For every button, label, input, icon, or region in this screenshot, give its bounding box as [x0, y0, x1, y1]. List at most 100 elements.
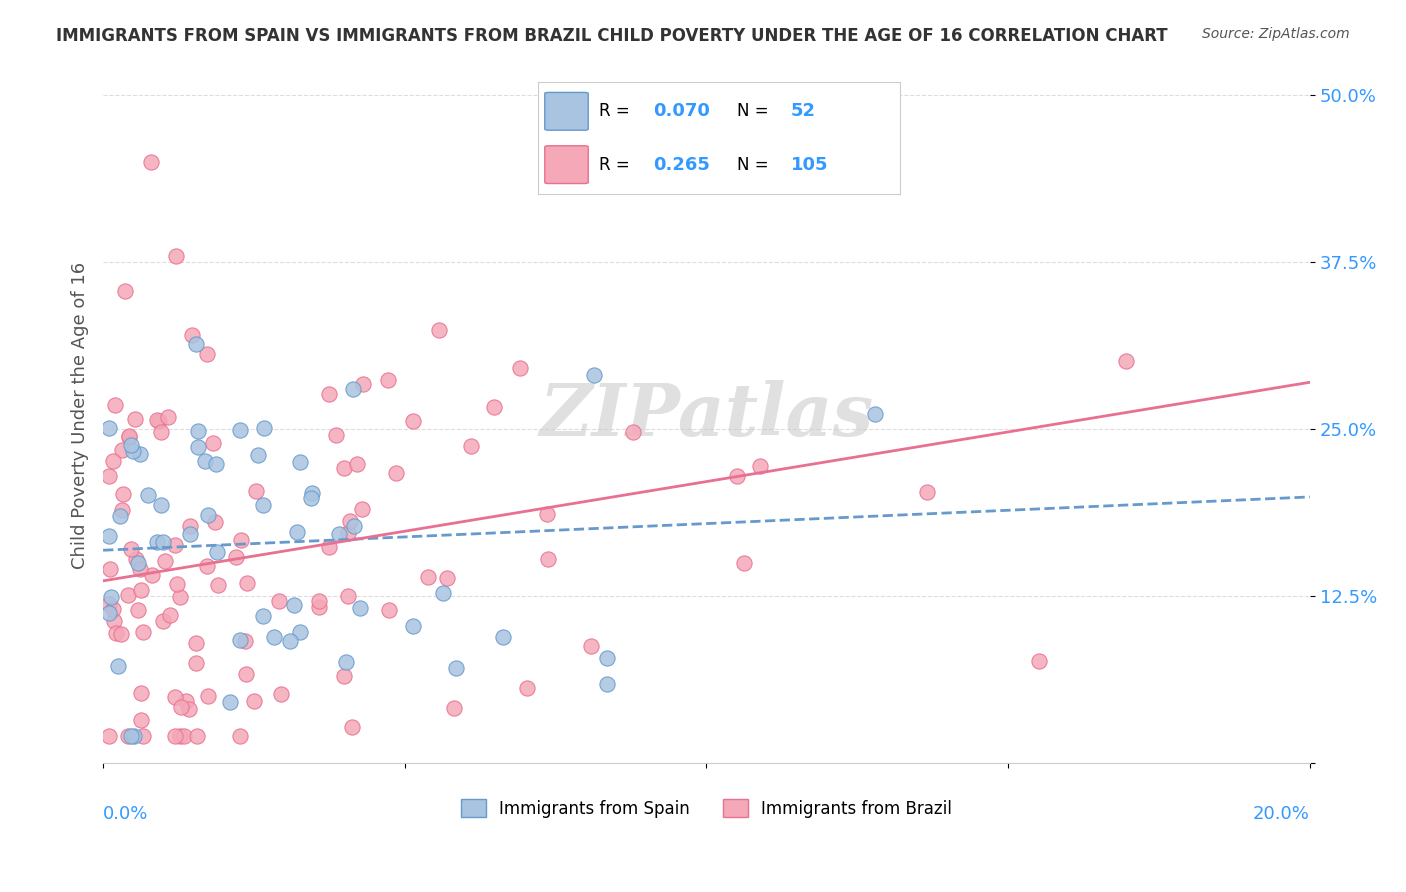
- Point: [352, 376, 374, 391]
- Text: IMMIGRANTS FROM SPAIN VS IMMIGRANTS FROM BRAZIL CHILD POVERTY UNDER THE AGE OF 1: IMMIGRANTS FROM SPAIN VS IMMIGRANTS FROM…: [56, 27, 1168, 45]
- Point: [180, 328, 202, 343]
- Point: [516, 681, 538, 695]
- Point: [402, 619, 425, 633]
- Point: [336, 589, 359, 603]
- Point: [122, 730, 145, 744]
- Legend: Immigrants from Spain, Immigrants from Brazil: Immigrants from Spain, Immigrants from B…: [454, 793, 959, 824]
- Point: [197, 689, 219, 703]
- Point: [283, 598, 305, 612]
- Point: [127, 603, 149, 617]
- Point: [416, 570, 439, 584]
- Point: [229, 423, 252, 437]
- Point: [243, 694, 266, 708]
- Point: [149, 498, 172, 512]
- Point: [131, 686, 153, 700]
- Point: [204, 515, 226, 529]
- Point: [152, 534, 174, 549]
- Point: [120, 730, 142, 744]
- Point: [339, 514, 361, 528]
- Point: [101, 454, 124, 468]
- Point: [509, 361, 531, 376]
- Point: [163, 690, 186, 704]
- Point: [179, 519, 201, 533]
- Point: [121, 444, 143, 458]
- Point: [1028, 655, 1050, 669]
- Point: [157, 409, 180, 424]
- Point: [536, 507, 558, 521]
- Text: 0.0%: 0.0%: [103, 805, 149, 822]
- Point: [184, 337, 207, 351]
- Point: [269, 594, 291, 608]
- Point: [169, 590, 191, 604]
- Point: [278, 633, 301, 648]
- Point: [103, 601, 125, 615]
- Point: [141, 567, 163, 582]
- Point: [236, 575, 259, 590]
- Point: [186, 657, 208, 671]
- Point: [98, 562, 121, 576]
- Point: [733, 557, 755, 571]
- Point: [129, 447, 152, 461]
- Point: [118, 429, 141, 443]
- Point: [596, 651, 619, 665]
- Point: [103, 614, 125, 628]
- Point: [170, 700, 193, 714]
- Point: [202, 435, 225, 450]
- Point: [342, 382, 364, 396]
- Point: [252, 609, 274, 624]
- Point: [207, 545, 229, 559]
- Point: [333, 461, 356, 475]
- Point: [225, 549, 247, 564]
- Point: [308, 600, 330, 615]
- Point: [325, 427, 347, 442]
- Text: ZIPatlas: ZIPatlas: [540, 380, 873, 451]
- Point: [349, 601, 371, 615]
- Point: [1115, 353, 1137, 368]
- Point: [129, 583, 152, 598]
- Point: [229, 533, 252, 548]
- Point: [444, 661, 467, 675]
- Point: [301, 485, 323, 500]
- Point: [141, 155, 163, 169]
- Point: [166, 577, 188, 591]
- Point: [98, 529, 121, 543]
- Point: [124, 411, 146, 425]
- Point: [308, 594, 330, 608]
- Point: [621, 425, 644, 439]
- Point: [195, 347, 218, 361]
- Point: [159, 608, 181, 623]
- Point: [204, 457, 226, 471]
- Point: [352, 501, 374, 516]
- Point: [125, 551, 148, 566]
- Point: [233, 633, 256, 648]
- Point: [318, 540, 340, 554]
- Point: [346, 457, 368, 471]
- Point: [596, 677, 619, 691]
- Point: [146, 412, 169, 426]
- Point: [129, 562, 152, 576]
- Point: [195, 559, 218, 574]
- Point: [145, 535, 167, 549]
- Point: [253, 421, 276, 435]
- Y-axis label: Child Poverty Under the Age of 16: Child Poverty Under the Age of 16: [72, 262, 89, 569]
- Text: Source: ZipAtlas.com: Source: ZipAtlas.com: [1202, 27, 1350, 41]
- Point: [165, 730, 187, 744]
- Point: [245, 483, 267, 498]
- Point: [184, 636, 207, 650]
- Point: [228, 633, 250, 648]
- Point: [252, 498, 274, 512]
- Point: [725, 468, 748, 483]
- Point: [235, 667, 257, 681]
- Point: [118, 430, 141, 444]
- Point: [377, 603, 399, 617]
- Point: [270, 687, 292, 701]
- Point: [176, 694, 198, 708]
- Point: [105, 626, 128, 640]
- Point: [132, 730, 155, 744]
- Point: [179, 526, 201, 541]
- Point: [402, 414, 425, 428]
- Point: [173, 730, 195, 744]
- Point: [748, 458, 770, 473]
- Point: [384, 466, 406, 480]
- Point: [150, 425, 173, 439]
